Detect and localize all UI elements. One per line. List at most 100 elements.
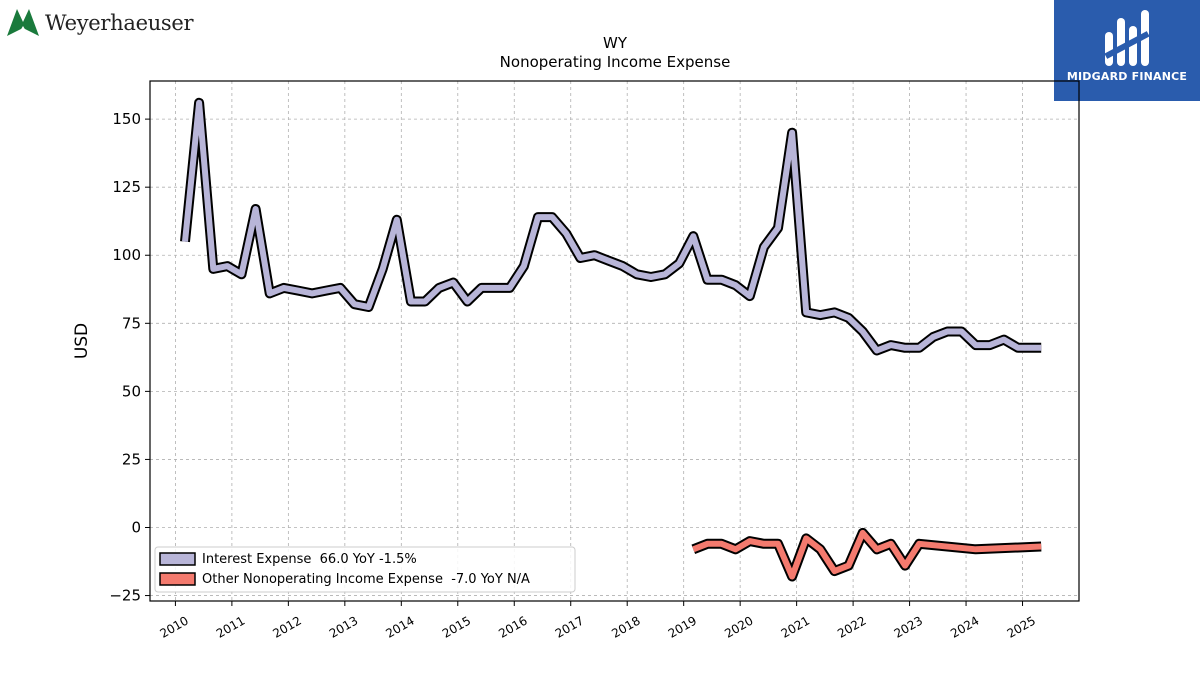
- data-point: [930, 334, 936, 340]
- data-point: [704, 541, 710, 547]
- data-point: [253, 206, 259, 212]
- data-point: [874, 546, 880, 552]
- data-point: [846, 315, 852, 321]
- plot-frame: [149, 80, 1080, 602]
- data-point: [295, 288, 301, 294]
- data-point: [676, 260, 682, 266]
- data-point: [902, 345, 908, 351]
- data-point: [549, 214, 555, 220]
- data-point: [436, 285, 442, 291]
- data-point: [1001, 337, 1007, 343]
- data-point: [860, 530, 866, 536]
- data-point: [535, 214, 541, 220]
- series-layer: [180, 97, 1044, 582]
- data-point: [761, 541, 767, 547]
- data-point: [789, 574, 795, 580]
- y-tick-label: 0: [131, 518, 141, 536]
- x-tick-label: 2015: [440, 613, 473, 640]
- x-tick-label: 2017: [553, 613, 586, 640]
- x-tick-label: 2022: [835, 613, 868, 640]
- x-tick-label: 2012: [270, 613, 303, 640]
- x-tick-label: 2024: [948, 613, 981, 640]
- data-point: [1029, 345, 1035, 351]
- data-point: [464, 299, 470, 305]
- data-point: [479, 285, 485, 291]
- legend-box: [154, 546, 576, 593]
- data-point: [394, 217, 400, 223]
- data-point: [719, 277, 725, 283]
- data-point: [1015, 345, 1021, 351]
- data-point: [1038, 544, 1044, 550]
- data-point: [775, 225, 781, 231]
- series-line-outline: [180, 97, 1042, 356]
- data-point: [239, 271, 245, 277]
- data-point: [196, 100, 202, 106]
- data-point: [832, 568, 838, 574]
- data-point: [521, 263, 527, 269]
- data-point: [888, 342, 894, 348]
- series-1: [691, 527, 1044, 582]
- data-point: [775, 541, 781, 547]
- x-tick-label: 2010: [157, 613, 190, 640]
- chart-title: WY: [603, 34, 628, 52]
- legend: Interest Expense 66.0 YoY -1.5% Other No…: [154, 546, 576, 593]
- weyerhaeuser-tree-icon: [7, 9, 39, 36]
- data-point: [620, 263, 626, 269]
- data-point: [944, 329, 950, 335]
- data-point: [832, 309, 838, 315]
- y-tick-label: −25: [109, 587, 141, 605]
- y-tick-label: 50: [122, 382, 141, 400]
- data-point: [577, 255, 583, 261]
- data-point: [366, 304, 372, 310]
- data-point: [733, 282, 739, 288]
- x-tick-label: 2025: [1005, 613, 1038, 640]
- data-point: [987, 342, 993, 348]
- y-tick-label: 125: [112, 178, 141, 196]
- legend-swatch-interest: [159, 552, 196, 566]
- x-tick-label: 2021: [779, 613, 812, 640]
- data-point: [380, 266, 386, 272]
- legend-swatch-other: [159, 572, 196, 586]
- data-point: [973, 342, 979, 348]
- data-point: [323, 288, 329, 294]
- data-point: [733, 546, 739, 552]
- x-tick-label: 2018: [609, 613, 642, 640]
- data-point: [916, 541, 922, 547]
- data-point: [493, 285, 499, 291]
- series-0: [180, 97, 1042, 356]
- data-point: [351, 301, 357, 307]
- brand-name: Weyerhaeuser: [45, 11, 194, 35]
- x-tick-label: 2020: [722, 613, 755, 640]
- x-tick-label: 2023: [892, 613, 925, 640]
- y-tick-label: 100: [112, 246, 141, 264]
- legend-label-interest: Interest Expense 66.0 YoY -1.5%: [202, 552, 417, 567]
- x-tick-label: 2016: [496, 613, 529, 640]
- data-point: [846, 563, 852, 569]
- data-point: [408, 299, 414, 305]
- data-point: [210, 266, 216, 272]
- series-line: [182, 99, 1042, 354]
- data-point: [182, 239, 188, 245]
- data-point: [874, 348, 880, 354]
- data-point: [973, 546, 979, 552]
- data-point: [959, 329, 965, 335]
- data-point: [719, 541, 725, 547]
- x-tick-label: 2014: [383, 613, 416, 640]
- data-point: [803, 535, 809, 541]
- data-point: [592, 252, 598, 258]
- data-point: [507, 285, 513, 291]
- weyerhaeuser-logo: Weyerhaeuser: [6, 6, 194, 40]
- data-point: [761, 244, 767, 250]
- midgard-finance-badge: MIDGARD FINANCE: [1054, 0, 1200, 101]
- x-tick-label: 2011: [214, 613, 247, 640]
- data-point: [747, 293, 753, 299]
- data-point: [704, 277, 710, 283]
- data-point: [450, 280, 456, 286]
- data-point: [267, 290, 273, 296]
- data-point: [224, 263, 230, 269]
- data-point: [563, 231, 569, 237]
- data-point: [916, 345, 922, 351]
- data-point: [648, 274, 654, 280]
- midgard-logo-icon: [1104, 10, 1150, 66]
- grid-lines: [150, 81, 1079, 601]
